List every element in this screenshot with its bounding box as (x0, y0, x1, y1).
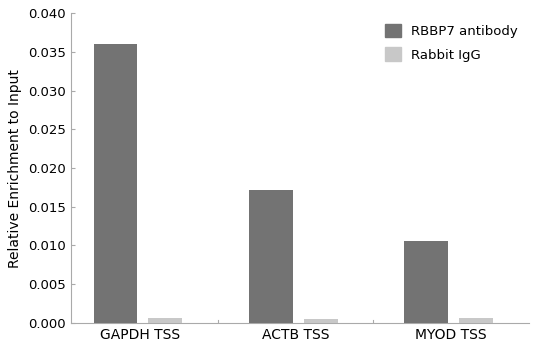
Bar (249, 190, 293, 323)
Bar (148, 318, 183, 323)
Y-axis label: Relative Enrichment to Input: Relative Enrichment to Input (9, 69, 23, 267)
Bar (303, 319, 338, 323)
Bar (404, 241, 448, 323)
Bar (459, 318, 493, 323)
Bar (94, 43, 137, 323)
Legend: RBBP7 antibody, Rabbit IgG: RBBP7 antibody, Rabbit IgG (381, 20, 522, 65)
